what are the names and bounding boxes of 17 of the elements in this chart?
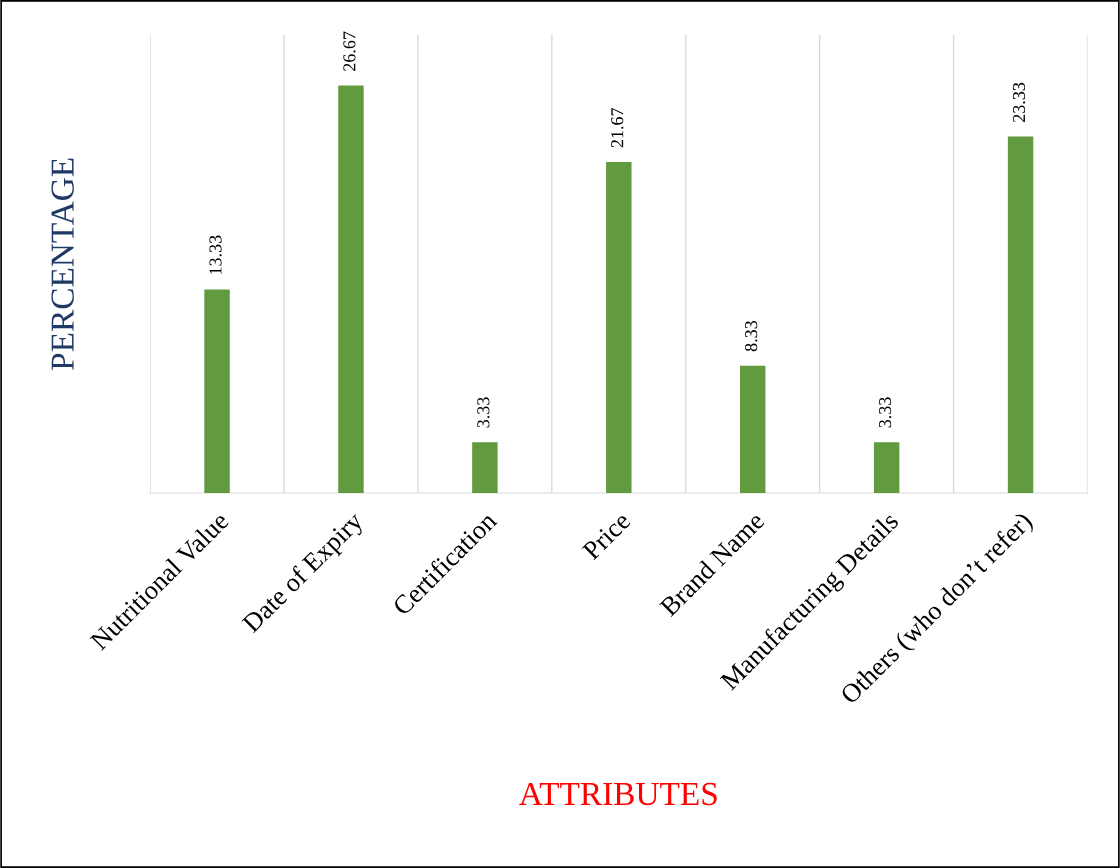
bar	[472, 442, 498, 494]
data-label: 26.67	[343, 31, 356, 71]
data-label: 3.33	[477, 397, 490, 428]
bar	[1007, 136, 1034, 494]
bar	[873, 442, 900, 494]
data-label: 23.33	[1012, 82, 1026, 122]
x-axis-title: ATTRIBUTES	[519, 782, 717, 806]
x-tick-label: Price	[581, 510, 632, 561]
y-axis-title: PERCENTAGE	[51, 158, 74, 370]
bar	[338, 85, 364, 494]
data-label: 21.67	[611, 107, 624, 148]
bar	[606, 161, 632, 494]
bar	[204, 289, 230, 494]
bar	[740, 365, 766, 494]
data-label: 8.33	[745, 320, 758, 352]
data-label: 3.33	[879, 397, 892, 428]
data-label: 13.33	[209, 235, 222, 274]
